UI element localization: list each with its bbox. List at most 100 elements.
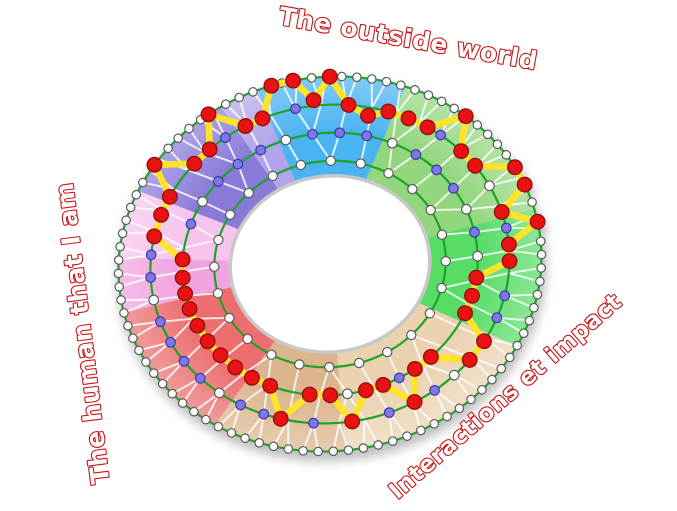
node-white: [440, 256, 451, 267]
mesh-line: [395, 88, 416, 115]
node-white: [436, 282, 447, 294]
mesh-line: [465, 184, 491, 211]
node-white: [119, 308, 129, 318]
mesh-line: [418, 100, 443, 125]
red-node: [146, 156, 163, 173]
node-purple: [334, 127, 346, 139]
red-node: [262, 377, 279, 394]
red-node: [529, 213, 546, 230]
node-white: [423, 90, 434, 100]
node-white: [382, 346, 393, 358]
mesh-line: [332, 421, 341, 453]
red-node: [493, 204, 510, 220]
node-purple: [232, 158, 244, 170]
mesh-line: [395, 84, 402, 115]
node-white: [243, 187, 254, 199]
red-node: [322, 387, 339, 404]
node-white: [406, 329, 417, 341]
node-white: [482, 129, 493, 140]
node-white: [224, 209, 236, 220]
node-white: [121, 215, 131, 226]
node-white: [116, 295, 126, 305]
node-white: [209, 261, 220, 272]
node-white: [128, 333, 138, 344]
node-purple: [500, 222, 512, 234]
node-white: [294, 359, 305, 370]
red-node: [254, 110, 271, 127]
node-white: [529, 302, 539, 313]
node-white: [113, 268, 124, 279]
node-white: [448, 369, 460, 381]
node-purple: [435, 129, 447, 141]
mesh-line: [117, 272, 152, 279]
node-white: [224, 312, 235, 324]
mesh-line: [507, 272, 541, 283]
red-node: [227, 359, 244, 376]
node-white: [131, 189, 142, 200]
mesh-line: [363, 418, 380, 446]
node-white: [454, 403, 465, 414]
node-white: [518, 328, 529, 339]
mesh-line: [252, 90, 272, 117]
red-node: [201, 141, 218, 158]
red-node: [186, 155, 203, 172]
node-white: [337, 71, 347, 82]
mesh-line: [177, 137, 207, 154]
node-white: [383, 168, 394, 179]
mesh-line: [440, 287, 470, 305]
mesh-line: [370, 80, 388, 109]
red-node: [174, 251, 191, 268]
node-white: [402, 431, 412, 441]
mesh-line: [465, 205, 501, 211]
red-node: [506, 159, 523, 176]
mesh-line: [488, 176, 522, 187]
node-white: [148, 294, 160, 306]
node-white: [425, 204, 436, 216]
node-white: [254, 437, 264, 448]
node-white: [280, 134, 292, 146]
zone-label-outside-world: The outside world: [277, 1, 540, 75]
mesh-line: [117, 253, 153, 262]
node-purple: [258, 408, 270, 420]
red-node: [501, 253, 518, 270]
node-white: [501, 150, 512, 160]
red-node: [177, 285, 194, 302]
node-purple: [290, 103, 301, 115]
node-white: [283, 444, 294, 454]
red-node: [419, 119, 436, 136]
node-purple: [145, 272, 157, 283]
node-purple: [145, 249, 157, 261]
node-white: [328, 446, 339, 457]
node-white: [424, 308, 436, 319]
node-purple: [255, 144, 267, 156]
node-white: [343, 445, 354, 455]
mesh-line: [495, 316, 531, 322]
red-node: [237, 118, 254, 134]
node-white: [220, 99, 231, 109]
wheel: [113, 68, 547, 457]
path-red-nodes: [146, 68, 546, 430]
node-purple: [448, 182, 459, 194]
node-white: [201, 414, 211, 425]
node-purple: [499, 290, 511, 302]
node-white: [266, 349, 277, 360]
mesh-line: [441, 231, 476, 236]
mesh-line: [387, 153, 417, 175]
red-node: [380, 103, 397, 120]
mesh-line: [126, 320, 162, 327]
node-white: [138, 177, 148, 188]
node-white: [396, 80, 406, 91]
node-white: [472, 250, 484, 262]
mesh-line: [421, 362, 456, 377]
mesh-line: [507, 266, 543, 275]
node-purple: [235, 399, 247, 411]
red-node: [375, 376, 392, 393]
zone-label-human-that-i-am: The human that I am: [50, 181, 116, 486]
node-white: [177, 398, 188, 408]
node-white: [325, 155, 336, 166]
mesh-line: [152, 360, 185, 375]
red-node: [305, 92, 322, 109]
node-purple: [155, 316, 166, 328]
node-white: [125, 202, 136, 213]
node-purple: [307, 128, 318, 140]
